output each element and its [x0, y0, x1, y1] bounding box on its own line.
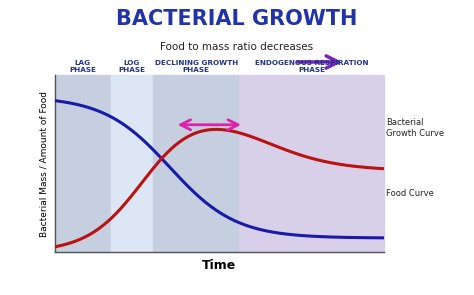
Text: Bacterial
Growth Curve: Bacterial Growth Curve [386, 118, 445, 138]
Text: LAG
PHASE: LAG PHASE [69, 60, 96, 73]
Bar [110, 75, 153, 252]
Text: DECLINING GROWTH
PHASE: DECLINING GROWTH PHASE [155, 60, 238, 73]
Y-axis label: Bacterial Mass / Amount of Food: Bacterial Mass / Amount of Food [40, 91, 49, 237]
X-axis label: Time: Time [202, 259, 237, 272]
Text: Food Curve: Food Curve [386, 189, 434, 198]
Bar [239, 75, 384, 252]
Text: Food to mass ratio decreases: Food to mass ratio decreases [160, 42, 314, 52]
Bar [153, 75, 239, 252]
Text: BACTERIAL GROWTH: BACTERIAL GROWTH [116, 9, 358, 29]
Text: ENDOGENOUS RESPIRATION
PHASE: ENDOGENOUS RESPIRATION PHASE [255, 60, 368, 73]
Bar [55, 75, 110, 252]
Text: LOG
PHASE: LOG PHASE [118, 60, 146, 73]
